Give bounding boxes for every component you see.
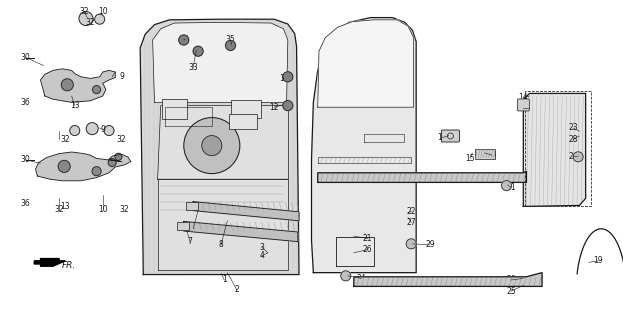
Circle shape: [283, 72, 293, 82]
Text: 22: 22: [406, 207, 416, 216]
Text: 1: 1: [222, 276, 227, 284]
Circle shape: [179, 35, 189, 45]
Polygon shape: [523, 93, 586, 206]
FancyBboxPatch shape: [517, 99, 530, 111]
Bar: [162, 99, 187, 119]
Text: 10: 10: [98, 205, 108, 214]
Bar: [231, 100, 261, 118]
Text: 31: 31: [506, 183, 516, 192]
Text: 25: 25: [506, 287, 516, 296]
Circle shape: [86, 123, 98, 135]
Text: 14: 14: [518, 93, 528, 102]
Polygon shape: [40, 69, 115, 102]
Text: 32: 32: [60, 135, 70, 144]
Circle shape: [93, 86, 100, 93]
Text: 27: 27: [406, 218, 416, 227]
Circle shape: [58, 160, 70, 172]
Text: 10: 10: [98, 7, 108, 16]
Text: 9: 9: [100, 125, 105, 134]
Text: 28: 28: [568, 135, 578, 144]
Text: 35: 35: [226, 36, 235, 44]
Polygon shape: [184, 221, 298, 242]
Circle shape: [70, 125, 80, 136]
Text: 23: 23: [568, 124, 578, 132]
Circle shape: [202, 136, 222, 156]
Text: 24: 24: [568, 152, 578, 161]
Circle shape: [226, 40, 235, 51]
Circle shape: [108, 158, 116, 166]
Text: 2: 2: [234, 285, 239, 294]
Polygon shape: [158, 179, 288, 270]
Circle shape: [283, 100, 293, 111]
Text: 16: 16: [487, 151, 497, 160]
Text: 12: 12: [269, 103, 279, 112]
Text: 8: 8: [219, 240, 224, 249]
Text: 32: 32: [120, 205, 130, 214]
Circle shape: [193, 46, 203, 56]
Text: 36: 36: [20, 199, 30, 208]
Bar: [229, 114, 257, 129]
Bar: [475, 148, 495, 159]
Text: 32: 32: [54, 205, 64, 214]
Circle shape: [61, 79, 74, 91]
Text: 32: 32: [117, 135, 126, 144]
Circle shape: [92, 167, 101, 176]
Text: 32: 32: [79, 7, 89, 16]
Circle shape: [502, 180, 511, 191]
Text: FR.: FR.: [62, 261, 75, 270]
FancyBboxPatch shape: [442, 130, 459, 142]
Text: 13: 13: [60, 202, 70, 211]
Text: 33: 33: [188, 63, 198, 72]
Circle shape: [104, 125, 114, 136]
Text: 36: 36: [20, 98, 30, 107]
Polygon shape: [318, 171, 526, 182]
Text: 30: 30: [20, 156, 30, 164]
Text: 9: 9: [119, 72, 124, 81]
Circle shape: [79, 12, 93, 26]
Text: 7: 7: [188, 237, 193, 246]
Text: 29: 29: [425, 240, 435, 249]
Polygon shape: [140, 19, 299, 275]
Text: 13: 13: [70, 101, 80, 110]
Polygon shape: [36, 152, 131, 181]
Text: 24: 24: [356, 274, 366, 283]
Circle shape: [115, 153, 122, 160]
Circle shape: [95, 14, 105, 24]
Circle shape: [184, 117, 240, 173]
Text: 6: 6: [222, 228, 227, 236]
Text: 19: 19: [593, 256, 603, 265]
Text: 20: 20: [506, 276, 516, 284]
Text: 11: 11: [278, 74, 288, 83]
Polygon shape: [34, 259, 65, 266]
Circle shape: [573, 152, 583, 162]
Polygon shape: [312, 18, 416, 273]
Text: 4: 4: [259, 252, 264, 260]
Text: 34: 34: [179, 36, 189, 44]
Polygon shape: [318, 20, 414, 107]
Text: 30: 30: [20, 53, 30, 62]
Bar: [186, 202, 198, 210]
Circle shape: [406, 239, 416, 249]
Polygon shape: [193, 202, 299, 221]
Text: 18: 18: [518, 104, 528, 113]
Text: 3: 3: [259, 243, 264, 252]
Text: 15: 15: [465, 154, 475, 163]
Text: 21: 21: [363, 234, 373, 243]
Text: 32: 32: [85, 18, 95, 27]
Text: 26: 26: [363, 245, 373, 254]
Text: 17: 17: [437, 133, 447, 142]
Polygon shape: [158, 106, 288, 179]
Bar: [176, 222, 189, 230]
Polygon shape: [153, 22, 288, 102]
Circle shape: [341, 271, 351, 281]
Polygon shape: [354, 273, 542, 286]
Text: 5: 5: [191, 224, 196, 233]
